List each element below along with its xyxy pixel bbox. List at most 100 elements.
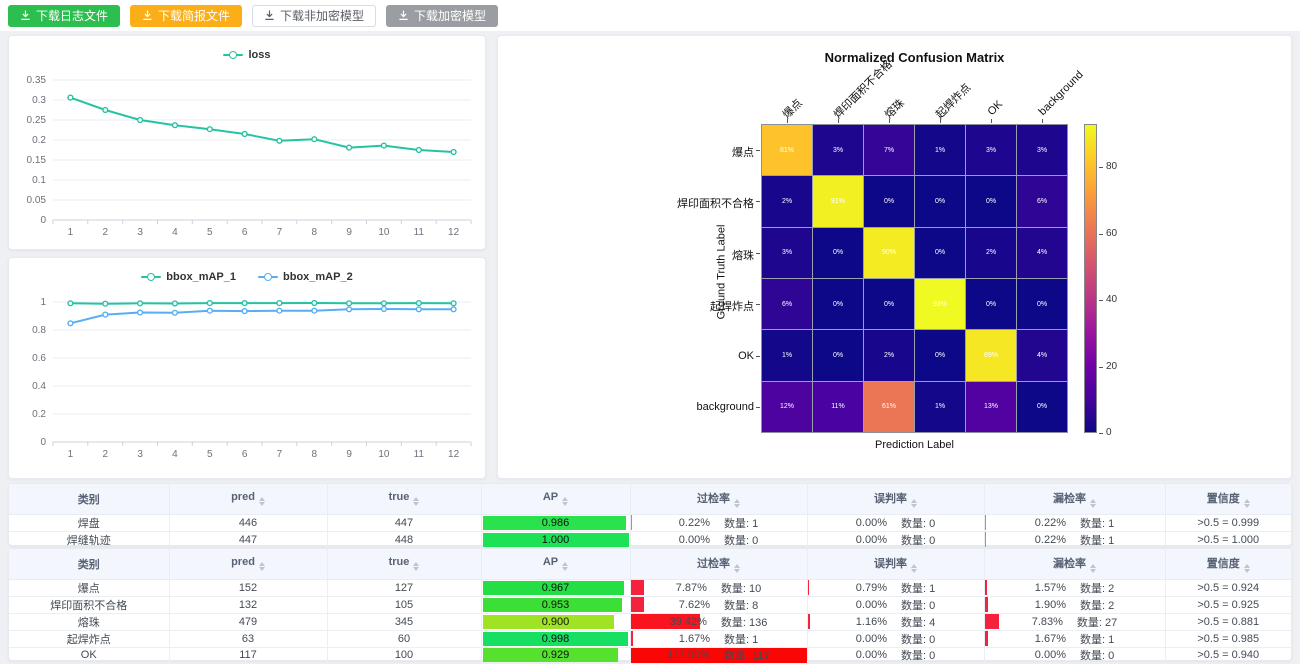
legend-item-bbox-map-1[interactable]: bbox_mAP_1 <box>141 271 236 283</box>
column-header-true[interactable]: true <box>327 484 482 515</box>
svg-text:4: 4 <box>172 227 178 238</box>
ap-bar <box>482 631 629 646</box>
matrix-row-label: 起焊炸点 <box>710 301 754 314</box>
sort-caret-icon[interactable] <box>258 497 265 507</box>
legend-item-loss[interactable]: loss <box>223 49 271 61</box>
matrix-cell: 3% <box>966 125 1016 176</box>
sort-caret-icon[interactable] <box>1090 563 1096 573</box>
svg-text:11: 11 <box>414 227 425 238</box>
sort-caret-icon[interactable] <box>734 563 740 573</box>
cell-miss-rate: 0.22% 数量: 1 <box>984 514 1166 532</box>
matrix-column-label: 熔珠 <box>882 97 907 122</box>
download-encrypted-model-button[interactable]: 下载加密模型 <box>386 4 499 27</box>
sort-caret-icon[interactable] <box>911 563 917 573</box>
colorbar-tick-label: 80 <box>1106 161 1118 173</box>
download-unencrypted-model-button[interactable]: 下载非加密模型 <box>252 4 377 27</box>
svg-text:3: 3 <box>137 227 143 238</box>
cell-pred: 447 <box>169 531 328 549</box>
sort-caret-icon[interactable] <box>1090 498 1096 508</box>
column-header-AP[interactable]: AP <box>481 484 631 515</box>
loss-chart-legend: loss <box>9 42 485 68</box>
axis-tick <box>756 304 760 306</box>
rate-percent: 0.00% <box>678 533 710 546</box>
rate-count: 数量: 0 <box>900 633 936 646</box>
download-report-file-button[interactable]: 下载简报文件 <box>130 4 243 27</box>
svg-text:10: 10 <box>378 227 390 238</box>
axis-tick <box>756 355 760 357</box>
line-series-symbol-icon <box>141 276 162 278</box>
svg-text:0.2: 0.2 <box>32 409 46 420</box>
matrix-cell: 91% <box>813 176 863 227</box>
sort-caret-icon[interactable] <box>413 562 420 572</box>
table-row: 焊印面积不合格 132 105 0.953 7.62% 数量: 8 0.00% 数量: 0 1.… <box>9 596 1291 614</box>
column-header-true[interactable]: true <box>327 549 482 580</box>
ap-value: 1.000 <box>541 533 570 546</box>
cell-ap: 0.967 <box>481 579 631 597</box>
rate-percent: 1.90% <box>1034 598 1066 611</box>
sort-caret-icon[interactable] <box>734 498 740 508</box>
rate-count: 数量: 117 <box>723 650 770 662</box>
column-header-漏检率[interactable]: 漏检率 <box>984 484 1166 515</box>
column-header-label: 漏检率 <box>1053 492 1086 505</box>
column-header-类别: 类别 <box>9 484 170 515</box>
colorbar-tick <box>1099 233 1103 235</box>
map-chart-legend: bbox_mAP_1 bbox_mAP_2 <box>9 264 485 290</box>
download-log-file-button[interactable]: 下载日志文件 <box>8 4 121 27</box>
column-header-AP[interactable]: AP <box>481 549 631 580</box>
svg-text:10: 10 <box>378 449 390 460</box>
rate-count: 数量: 10 <box>720 582 762 595</box>
colorbar-tick <box>1099 366 1103 368</box>
column-header-误判率[interactable]: 误判率 <box>807 484 985 515</box>
column-header-过检率[interactable]: 过检率 <box>630 484 808 515</box>
matrix-cell: 13% <box>966 381 1016 432</box>
confusion-matrix-card: Normalized Confusion Matrix Ground Truth… <box>497 35 1292 479</box>
sort-caret-icon[interactable] <box>911 498 917 508</box>
sort-caret-icon[interactable] <box>1243 498 1250 508</box>
matrix-cell: 0% <box>915 330 965 381</box>
matrix-cell: 2% <box>762 176 812 227</box>
column-header-置信度[interactable]: 置信度 <box>1165 484 1291 515</box>
matrix-row-label: background <box>696 401 755 414</box>
rate-percent: 39.42% <box>669 615 707 628</box>
cell-misjudge-rate: 0.00% 数量: 0 <box>807 514 985 532</box>
rate-percent: 0.00% <box>1034 649 1066 661</box>
column-header-置信度[interactable]: 置信度 <box>1165 549 1291 580</box>
sort-caret-icon[interactable] <box>413 497 420 507</box>
cell-overdetect-rate: 39.42% 数量: 136 <box>630 613 808 631</box>
legend-item-bbox-map-2[interactable]: bbox_mAP_2 <box>258 271 353 283</box>
sort-caret-icon[interactable] <box>562 497 569 507</box>
column-header-过检率[interactable]: 过检率 <box>630 549 808 580</box>
svg-text:0.3: 0.3 <box>32 95 46 106</box>
loss-chart-card: loss 0 0.05 0.1 0.15 0.2 0.25 0.3 0.35 1 2 3 4 5 6 7 8 9… <box>8 35 486 250</box>
cell-class: 焊盘 <box>9 514 170 532</box>
column-header-pred[interactable]: pred <box>169 484 328 515</box>
table-row: 焊缝轨迹 447 448 1.000 0.00% 数量: 0 0.00% 数量: 0 0.22%… <box>9 531 1291 549</box>
rate-count: 数量: 1 <box>1079 633 1115 646</box>
matrix-column-label: 爆点 <box>780 97 805 122</box>
cell-class: 起焊炸点 <box>9 630 170 648</box>
svg-text:6: 6 <box>242 227 248 238</box>
matrix-cell: 3% <box>762 227 812 278</box>
column-header-漏检率[interactable]: 漏检率 <box>984 549 1166 580</box>
sort-caret-icon[interactable] <box>562 562 569 572</box>
svg-text:0.1: 0.1 <box>32 175 46 186</box>
rate-bar <box>984 631 988 646</box>
column-header-误判率[interactable]: 误判率 <box>807 549 985 580</box>
matrix-cell: 7% <box>864 125 914 176</box>
table-row: 爆点 152 127 0.967 7.87% 数量: 10 0.79% 数量: 1 1.57% 数… <box>9 579 1291 597</box>
legend-label: loss <box>248 49 271 61</box>
button-label: 下载非加密模型 <box>280 8 365 23</box>
rate-count: 数量: 0 <box>900 517 936 530</box>
colorbar-tick-label: 40 <box>1106 294 1118 306</box>
sort-caret-icon[interactable] <box>1243 563 1250 573</box>
column-header-pred[interactable]: pred <box>169 549 328 580</box>
cell-class: 焊印面积不合格 <box>9 596 170 614</box>
svg-text:9: 9 <box>346 449 352 460</box>
matrix-cell: 3% <box>813 125 863 176</box>
matrix-column-label: background <box>1036 68 1087 118</box>
matrix-cell: 0% <box>813 278 863 330</box>
matrix-column-label: OK <box>985 98 1006 118</box>
rate-count: 数量: 0 <box>900 650 936 662</box>
summary-table: 类别 pred true AP 过检率 误判率 漏检率 置信度 焊盘 446 447 0.986 0.2… <box>9 484 1291 549</box>
sort-caret-icon[interactable] <box>258 562 265 572</box>
